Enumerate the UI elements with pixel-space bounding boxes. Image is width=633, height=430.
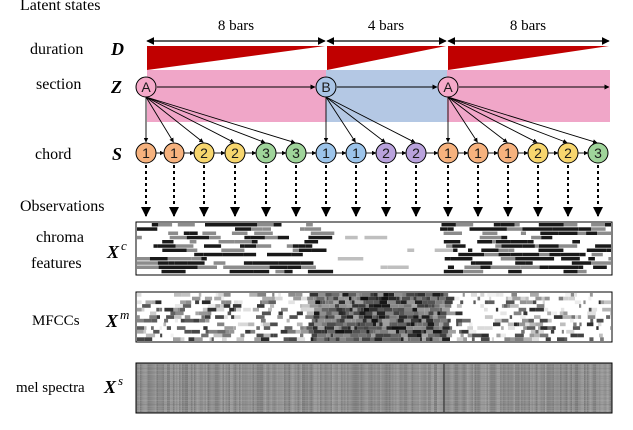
chroma-var: X (106, 242, 120, 262)
chord-node: 2 (224, 142, 246, 164)
chroma-label-line1: chroma (36, 229, 84, 246)
chord-node-label: 1 (444, 145, 452, 161)
section-chord-arrow (447, 96, 598, 144)
section-band-2 (326, 70, 447, 122)
chord-to-observation-arrows (141, 165, 603, 217)
section-chord-arrow (447, 96, 508, 143)
mfcc-panel (135, 291, 613, 343)
chroma-label-line2: features (31, 255, 82, 272)
observations-heading: Observations (20, 198, 104, 215)
section-chord-arrow (447, 96, 478, 143)
section-chord-arrow (145, 96, 235, 143)
chord-node: 3 (285, 142, 307, 164)
chord-node-label: 1 (504, 145, 512, 161)
chord-var: S (112, 144, 122, 164)
chord-node: 2 (527, 142, 549, 164)
section-node-2-label: B (321, 79, 330, 95)
section-chord-arrow (325, 96, 386, 143)
chord-node: 2 (557, 142, 579, 164)
section-node-1-label: A (141, 79, 151, 95)
section-var: Z (110, 77, 122, 97)
chord-node-label: 2 (382, 145, 390, 161)
mel-var: X (103, 377, 117, 397)
bars-label-2: 4 bars (368, 18, 404, 34)
chord-node-label: 3 (262, 145, 270, 161)
section-chord-arrow (325, 96, 416, 143)
section-band-3 (447, 70, 610, 122)
chord-node: 1 (345, 142, 367, 164)
section-chord-arrow (145, 96, 296, 144)
section-to-chord-arrows (143, 96, 598, 144)
bars-label-1: 8 bars (218, 18, 254, 34)
chord-node-label: 1 (352, 145, 360, 161)
chord-node-label: 3 (594, 145, 602, 161)
section-label: section (36, 76, 81, 93)
chord-node: 3 (587, 142, 609, 164)
chord-node: 2 (193, 142, 215, 164)
duration-ramp-3 (448, 46, 609, 70)
chord-node-label: 1 (170, 145, 178, 161)
section-chord-arrow (145, 96, 174, 143)
chord-node-label: 2 (564, 145, 572, 161)
duration-ramp-2 (327, 46, 446, 70)
mel-sup: s (118, 373, 123, 388)
chord-node-label: 1 (322, 145, 330, 161)
section-node-3: A (437, 76, 459, 98)
chord-node: 2 (375, 142, 397, 164)
chord-node: 1 (135, 142, 157, 164)
chord-label: chord (35, 146, 71, 163)
chord-node: 2 (405, 142, 427, 164)
mel-spectra-panel (135, 362, 613, 414)
section-chord-arrow (447, 96, 568, 144)
section-chord-arrow (325, 96, 356, 143)
chord-node-label: 3 (292, 145, 300, 161)
chord-node: 1 (437, 142, 459, 164)
mfcc-var: X (105, 311, 119, 331)
duration-var: D (110, 39, 124, 59)
section-node-3-label: A (443, 79, 453, 95)
chord-node-label: 1 (474, 145, 482, 161)
chord-node-label: 2 (200, 145, 208, 161)
section-band-1 (147, 70, 326, 122)
chord-node-label: 2 (412, 145, 420, 161)
latent-states-heading: Latent states (20, 0, 100, 14)
mfcc-sup: m (120, 307, 129, 322)
chord-node-label: 2 (534, 145, 542, 161)
bars-label-3: 8 bars (510, 18, 546, 34)
section-chord-arrow (145, 96, 204, 143)
section-node-2: B (315, 76, 337, 98)
duration-label: duration (30, 41, 83, 58)
duration-ramp-1 (147, 46, 325, 70)
chord-node: 1 (467, 142, 489, 164)
chord-node: 1 (497, 142, 519, 164)
section-node-1: A (135, 76, 157, 98)
chord-chain: 1 1 2 2 3 3 1 1 2 2 1 1 1 2 2 3 (135, 142, 609, 164)
chord-node-label: 2 (231, 145, 239, 161)
chroma-sup: c (121, 238, 127, 253)
chord-node: 1 (315, 142, 337, 164)
chord-node: 1 (163, 142, 185, 164)
chord-node: 3 (255, 142, 277, 164)
chroma-features-panel (135, 221, 613, 276)
section-chord-arrow (447, 96, 538, 143)
mel-label: mel spectra (16, 380, 85, 396)
section-chord-arrow (145, 96, 266, 144)
mfcc-label: MFCCs (32, 313, 80, 329)
chord-node-label: 1 (142, 145, 150, 161)
